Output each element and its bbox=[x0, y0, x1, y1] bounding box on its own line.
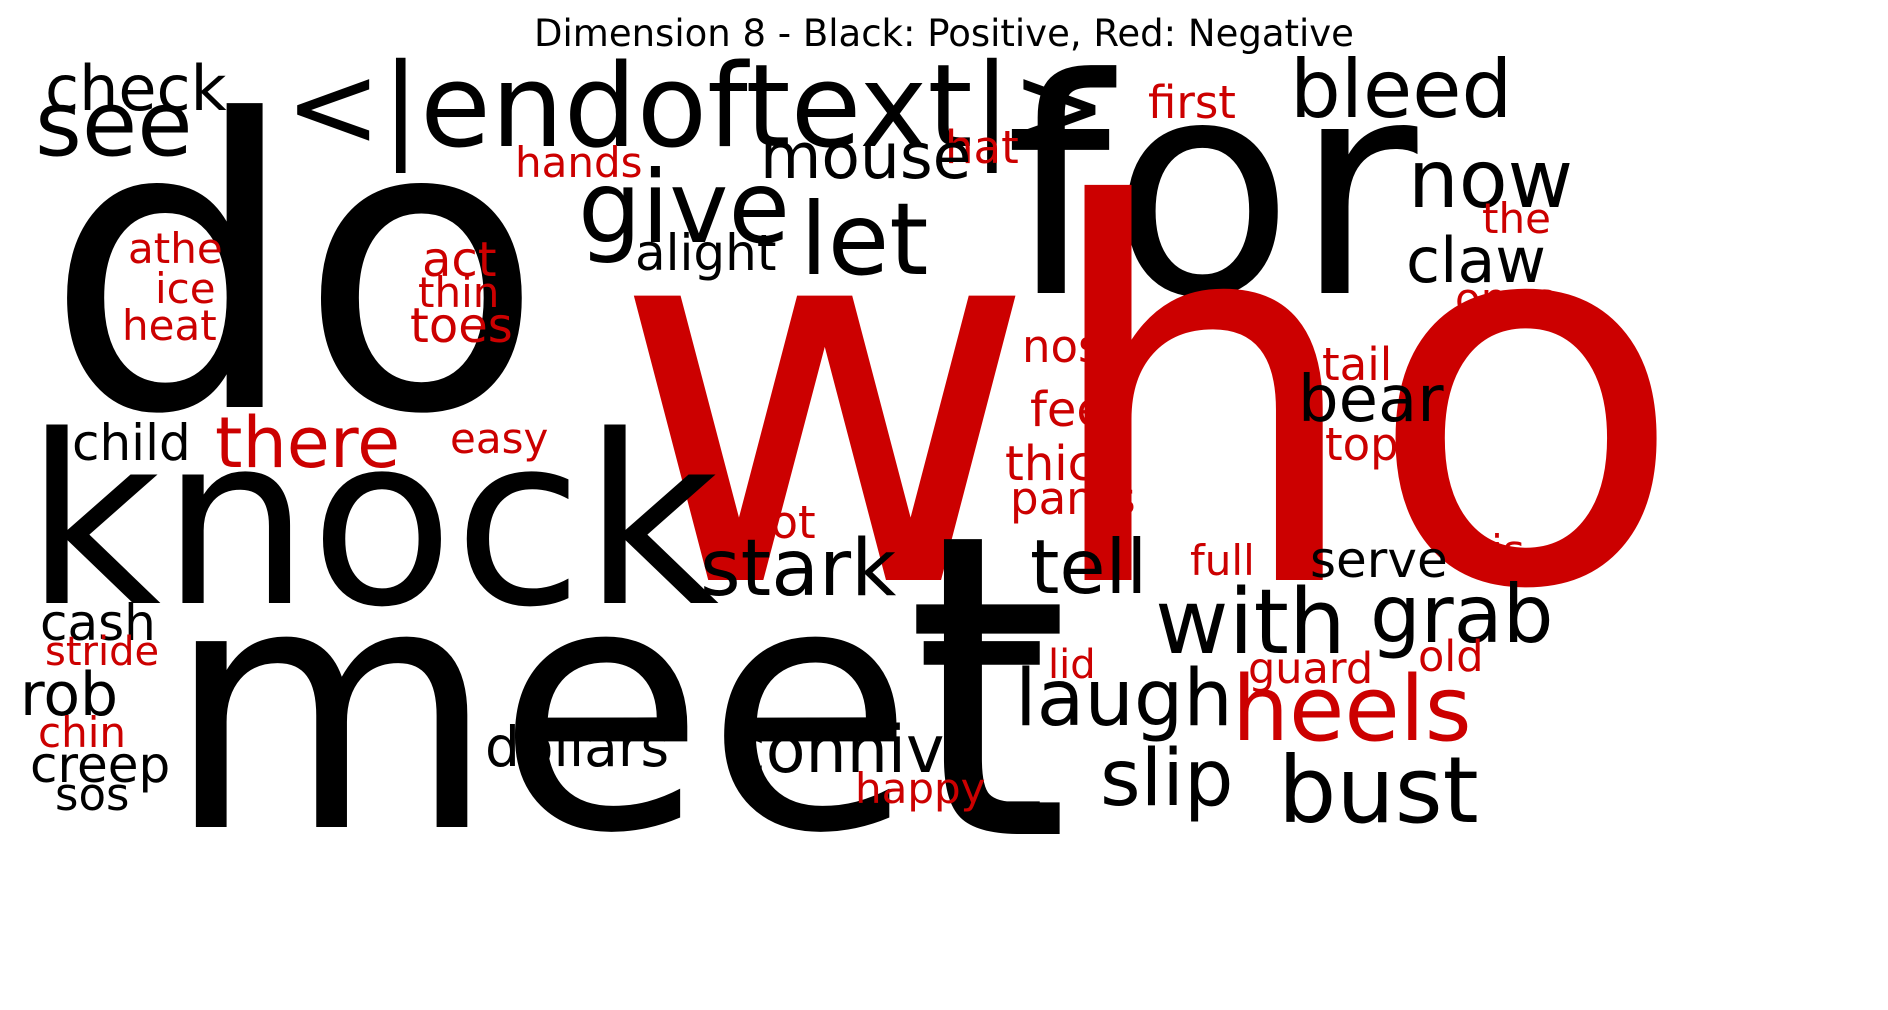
word-lid: lid bbox=[1048, 642, 1096, 688]
word-rob: rob bbox=[20, 660, 119, 730]
word-slip: slip bbox=[1100, 734, 1234, 824]
word-sos: sos bbox=[55, 768, 130, 821]
word-full: full bbox=[1190, 536, 1255, 585]
word-toes: toes bbox=[410, 298, 513, 354]
word-athe: athe bbox=[128, 224, 223, 273]
word-this: this bbox=[1448, 526, 1525, 575]
word-old: old bbox=[1418, 632, 1484, 682]
word-knock: knock bbox=[25, 386, 720, 659]
word-laugh: laugh bbox=[1015, 654, 1233, 744]
word-hot: hot bbox=[742, 496, 816, 549]
word-heels: heels bbox=[1232, 657, 1472, 762]
word-thin: thin bbox=[418, 268, 500, 317]
word-heat: heat bbox=[122, 301, 217, 350]
word-first: first bbox=[1148, 76, 1236, 129]
word-tell: tell bbox=[1030, 523, 1148, 611]
word-now: now bbox=[1408, 133, 1574, 226]
word-bleed: bleed bbox=[1290, 43, 1513, 136]
word-hands: hands bbox=[515, 138, 643, 187]
word-t: t bbox=[905, 445, 1070, 934]
word-let: let bbox=[800, 181, 929, 298]
word-bust: bust bbox=[1278, 737, 1479, 844]
word-creep: creep bbox=[30, 736, 171, 794]
word-check: check bbox=[45, 52, 227, 125]
word-ice: ice bbox=[155, 264, 216, 313]
word-tail: tail bbox=[1322, 338, 1393, 391]
word-with: with bbox=[1155, 570, 1346, 675]
word-grab: grab bbox=[1370, 568, 1554, 661]
word-dollars: dollars bbox=[485, 715, 670, 779]
word-there: there bbox=[215, 402, 401, 484]
word-happy: happy bbox=[855, 764, 986, 813]
word-ones: ones bbox=[1455, 274, 1556, 323]
word-do: do bbox=[45, 37, 544, 502]
word-stark: stark bbox=[700, 524, 897, 614]
word-endoftext: <|endoftext|> bbox=[285, 40, 1108, 174]
word-cash: cash bbox=[40, 594, 156, 652]
word-alight: alight bbox=[635, 224, 777, 282]
word-serve: serve bbox=[1310, 531, 1448, 589]
word-nose: nose bbox=[1022, 320, 1130, 373]
word-hat: hat bbox=[945, 121, 1019, 174]
word-mouse: mouse bbox=[760, 120, 972, 193]
word-meet: meet bbox=[165, 512, 1048, 908]
word-claw: claw bbox=[1406, 224, 1547, 297]
word-who: who bbox=[612, 97, 1686, 703]
word-pants: pants bbox=[1010, 472, 1136, 525]
word-connive: connive bbox=[730, 713, 985, 788]
chart-title: Dimension 8 - Black: Positive, Red: Nega… bbox=[534, 12, 1354, 55]
word-guard: guard bbox=[1248, 644, 1374, 694]
word-thick: thick bbox=[1005, 436, 1122, 492]
word-stride: stride bbox=[45, 629, 160, 675]
word-for: for bbox=[1005, 15, 1418, 364]
word-top: top bbox=[1325, 418, 1399, 471]
word-feet: feet bbox=[1030, 382, 1125, 438]
word-see: see bbox=[35, 72, 193, 177]
word-chin: chin bbox=[38, 708, 126, 757]
word-give: give bbox=[578, 149, 790, 266]
word-child: child bbox=[72, 414, 191, 472]
word-the: the bbox=[1482, 194, 1551, 243]
word-easy: easy bbox=[450, 414, 549, 463]
word-act: act bbox=[422, 232, 497, 288]
word-bear: bear bbox=[1298, 363, 1444, 437]
